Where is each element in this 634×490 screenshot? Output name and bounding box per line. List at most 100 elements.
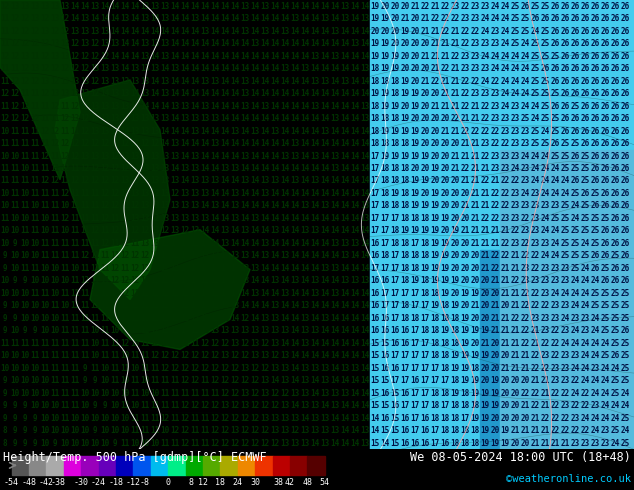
Text: 14: 14 — [311, 251, 320, 260]
Text: 12: 12 — [50, 76, 60, 86]
Text: 11: 11 — [50, 201, 60, 210]
Text: 11: 11 — [60, 251, 70, 260]
Text: 14: 14 — [351, 101, 359, 111]
Text: 21: 21 — [531, 426, 540, 435]
Text: 11: 11 — [140, 351, 150, 360]
Text: 11: 11 — [91, 301, 100, 310]
Text: 12: 12 — [221, 339, 230, 348]
Text: 18: 18 — [401, 201, 410, 210]
Text: 14: 14 — [340, 426, 349, 435]
Text: 10: 10 — [131, 364, 139, 373]
Text: 14: 14 — [230, 89, 240, 98]
Text: 13: 13 — [140, 201, 150, 210]
Text: 11: 11 — [41, 114, 49, 123]
Text: 13: 13 — [160, 251, 170, 260]
Text: 12: 12 — [81, 139, 89, 148]
Text: 11: 11 — [150, 364, 160, 373]
Text: 12: 12 — [250, 389, 260, 398]
Text: 13: 13 — [270, 426, 280, 435]
Text: 14: 14 — [261, 51, 269, 61]
Text: 14: 14 — [280, 126, 290, 136]
Text: 24: 24 — [550, 226, 560, 235]
Text: 26: 26 — [611, 114, 619, 123]
Text: 10: 10 — [120, 414, 129, 423]
Text: 19: 19 — [450, 226, 460, 235]
Text: 10: 10 — [20, 214, 30, 223]
Text: 13: 13 — [150, 251, 160, 260]
Text: 14: 14 — [320, 64, 330, 73]
Text: 14: 14 — [340, 439, 349, 447]
Text: 14: 14 — [171, 76, 179, 86]
Text: 14: 14 — [320, 301, 330, 310]
Text: 22: 22 — [460, 89, 470, 98]
Text: 13: 13 — [230, 126, 240, 136]
Text: 9: 9 — [3, 251, 8, 260]
Text: 10: 10 — [100, 389, 110, 398]
Text: 18: 18 — [391, 176, 399, 186]
Text: 12: 12 — [261, 439, 269, 447]
Text: 17: 17 — [410, 326, 420, 335]
Text: 13: 13 — [280, 289, 290, 298]
Text: 12: 12 — [81, 176, 89, 186]
Text: 26: 26 — [621, 101, 630, 111]
Text: 13: 13 — [301, 364, 309, 373]
Text: 10: 10 — [10, 151, 20, 161]
Text: 20: 20 — [490, 364, 500, 373]
Text: 21: 21 — [450, 126, 460, 136]
Text: 13: 13 — [320, 439, 330, 447]
Text: 25: 25 — [580, 164, 590, 173]
Text: 11: 11 — [50, 164, 60, 173]
Text: 25: 25 — [510, 39, 520, 48]
Text: 20: 20 — [410, 76, 420, 86]
Text: 22: 22 — [531, 301, 540, 310]
Text: 18: 18 — [401, 189, 410, 198]
Text: 20: 20 — [441, 176, 450, 186]
Text: 12: 12 — [171, 426, 179, 435]
Text: 13: 13 — [360, 439, 370, 447]
Text: 13: 13 — [221, 239, 230, 248]
Text: 13: 13 — [120, 214, 129, 223]
Text: 14: 14 — [250, 201, 260, 210]
Text: 21: 21 — [500, 289, 510, 298]
Text: 13: 13 — [60, 76, 70, 86]
Text: 11: 11 — [160, 401, 170, 410]
Text: 22: 22 — [531, 251, 540, 260]
Text: 18: 18 — [401, 239, 410, 248]
Text: 26: 26 — [611, 126, 619, 136]
Text: 14: 14 — [240, 189, 250, 198]
Text: 20: 20 — [450, 176, 460, 186]
Text: 13: 13 — [200, 301, 210, 310]
Text: 12: 12 — [240, 426, 250, 435]
Text: 23: 23 — [600, 426, 610, 435]
Text: 12: 12 — [110, 276, 120, 285]
Text: 14: 14 — [360, 226, 370, 235]
Text: 12: 12 — [20, 39, 30, 48]
Text: 14: 14 — [301, 26, 309, 36]
Text: 14: 14 — [311, 301, 320, 310]
Text: 26: 26 — [611, 239, 619, 248]
Text: 13: 13 — [110, 89, 120, 98]
Text: 24: 24 — [600, 364, 610, 373]
Text: 13: 13 — [261, 414, 269, 423]
Text: 14: 14 — [320, 101, 330, 111]
Text: 24: 24 — [500, 26, 510, 36]
Text: 14: 14 — [301, 39, 309, 48]
Text: 14: 14 — [261, 126, 269, 136]
Text: 22: 22 — [510, 314, 520, 323]
Text: 11: 11 — [160, 339, 170, 348]
Text: 11: 11 — [30, 164, 39, 173]
Text: 13: 13 — [200, 326, 210, 335]
Text: 11: 11 — [30, 176, 39, 186]
Text: 13: 13 — [261, 26, 269, 36]
Text: 21: 21 — [470, 176, 480, 186]
Text: 26: 26 — [621, 189, 630, 198]
Bar — [500, 150, 634, 449]
Text: 14: 14 — [320, 339, 330, 348]
Text: 14: 14 — [221, 126, 230, 136]
Text: 11: 11 — [150, 401, 160, 410]
Text: 10: 10 — [30, 401, 39, 410]
Text: 18: 18 — [470, 426, 480, 435]
Text: 20: 20 — [410, 14, 420, 23]
Text: 10: 10 — [81, 426, 89, 435]
Text: 23: 23 — [510, 139, 520, 148]
